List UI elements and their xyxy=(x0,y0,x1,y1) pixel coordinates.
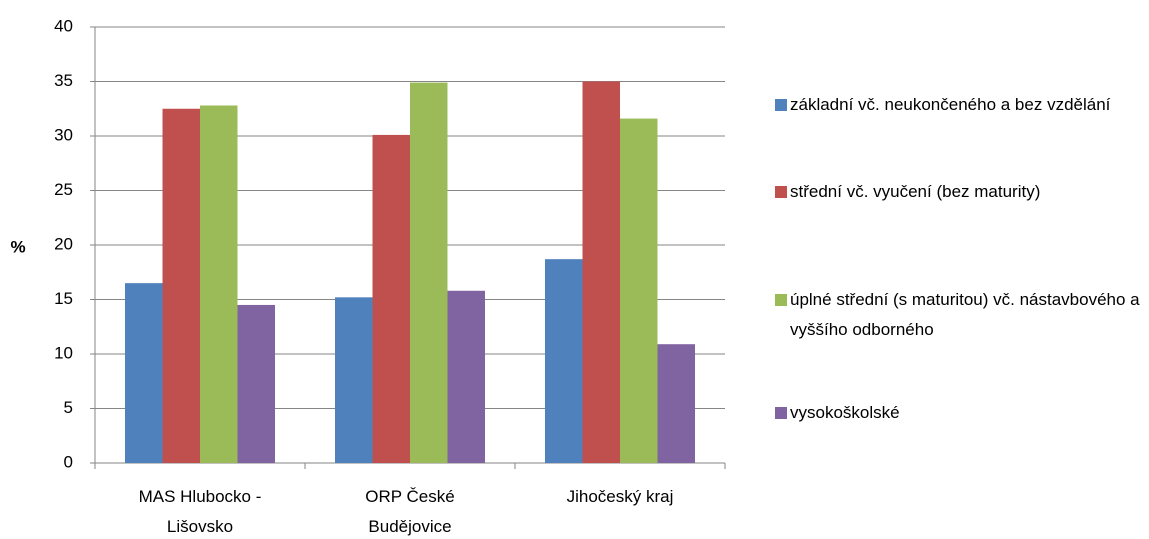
y-tick-label: 35 xyxy=(54,71,73,90)
y-tick-label: 0 xyxy=(64,452,73,471)
legend-label: střední vč. vyučení (bez maturity) xyxy=(790,182,1041,201)
x-tick-label: MAS Hlubocko - Lišovsko xyxy=(138,487,262,536)
bar xyxy=(657,344,695,463)
legend-label: základní vč. neukončeného a bez vzdělání xyxy=(790,95,1111,114)
x-tick-label: ORP České Budějovice xyxy=(365,487,455,536)
legend-swatch xyxy=(775,186,787,198)
legend-swatch xyxy=(775,407,787,419)
y-tick-label: 30 xyxy=(54,125,73,144)
bar xyxy=(125,283,163,463)
bar xyxy=(410,82,448,463)
y-tick-label: 25 xyxy=(54,180,73,199)
legend-swatch xyxy=(775,99,787,111)
bar xyxy=(162,108,200,463)
bar xyxy=(447,290,485,463)
bar xyxy=(545,259,583,463)
bar xyxy=(620,118,658,463)
y-tick-label: 40 xyxy=(54,16,73,35)
x-tick-label: Jihočeský kraj xyxy=(566,487,674,506)
bar xyxy=(237,304,275,463)
bar xyxy=(372,134,410,463)
legend-swatch xyxy=(775,294,787,306)
bar xyxy=(335,297,373,463)
bar xyxy=(582,81,620,463)
legend-label: úplné střední (s maturitou) vč. nástavbo… xyxy=(790,290,1140,339)
legend-label: vysokoškolské xyxy=(790,403,900,422)
y-tick-label: 5 xyxy=(64,398,73,417)
bar xyxy=(200,105,238,463)
y-tick-label: 15 xyxy=(54,289,73,308)
y-tick-label: 20 xyxy=(54,234,73,253)
y-tick-label: 10 xyxy=(54,343,73,362)
y-axis-label: % xyxy=(10,237,25,256)
